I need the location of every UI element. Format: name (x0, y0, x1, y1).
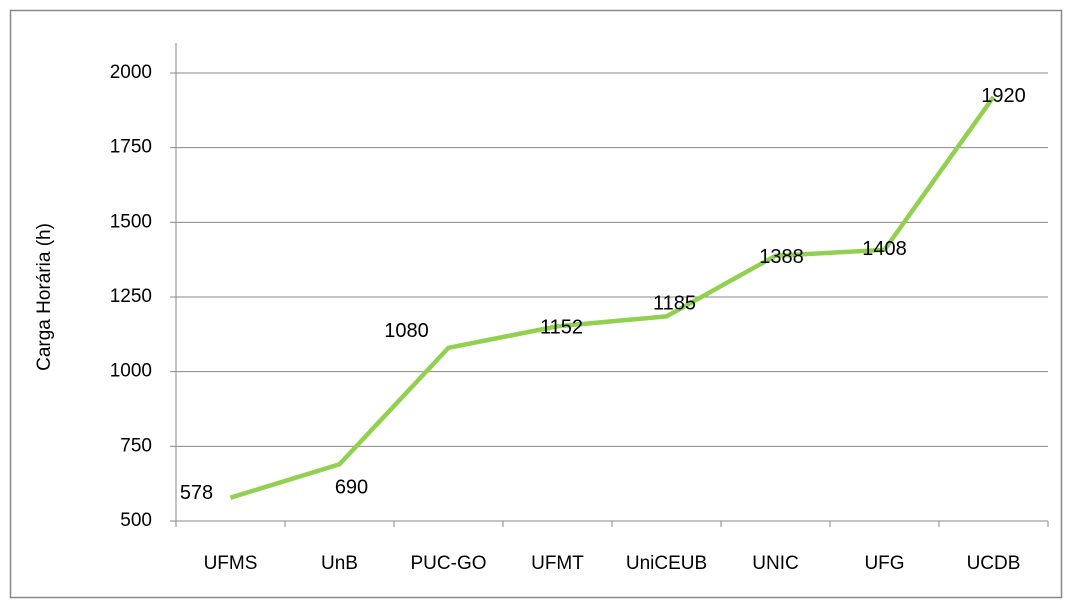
y-tick-label: 1750 (110, 137, 152, 158)
data-label: 1388 (759, 246, 804, 268)
data-label: 1920 (981, 85, 1026, 107)
data-label: 1185 (653, 293, 696, 315)
x-tick-label: UFMS (204, 553, 258, 574)
x-tick-label: UFG (864, 553, 904, 574)
line-series (229, 95, 996, 500)
y-tick-label: 750 (120, 435, 152, 456)
data-label: 1152 (540, 317, 583, 339)
y-tick-label: 500 (120, 510, 152, 531)
data-label: 1408 (862, 238, 907, 260)
x-tick-label: PUC-GO (411, 553, 487, 574)
x-tick-label: UniCEUB (626, 553, 707, 574)
y-tick-label: 2000 (110, 62, 152, 83)
x-tick-label: UCDB (967, 553, 1021, 574)
data-label: 1080 (384, 320, 429, 342)
y-axis-label: Carga Horária (h) (34, 223, 55, 371)
x-tick-label: UFMT (531, 553, 584, 574)
data-label: 578 (180, 482, 213, 504)
chart-border (9, 9, 1063, 599)
y-tick-label: 1500 (110, 211, 152, 232)
data-label: 690 (335, 477, 368, 499)
x-tick-label: UnB (321, 553, 358, 574)
y-tick-label: 1250 (110, 286, 152, 307)
x-tick-label: UNIC (752, 553, 798, 574)
y-tick-label: 1000 (110, 361, 152, 382)
